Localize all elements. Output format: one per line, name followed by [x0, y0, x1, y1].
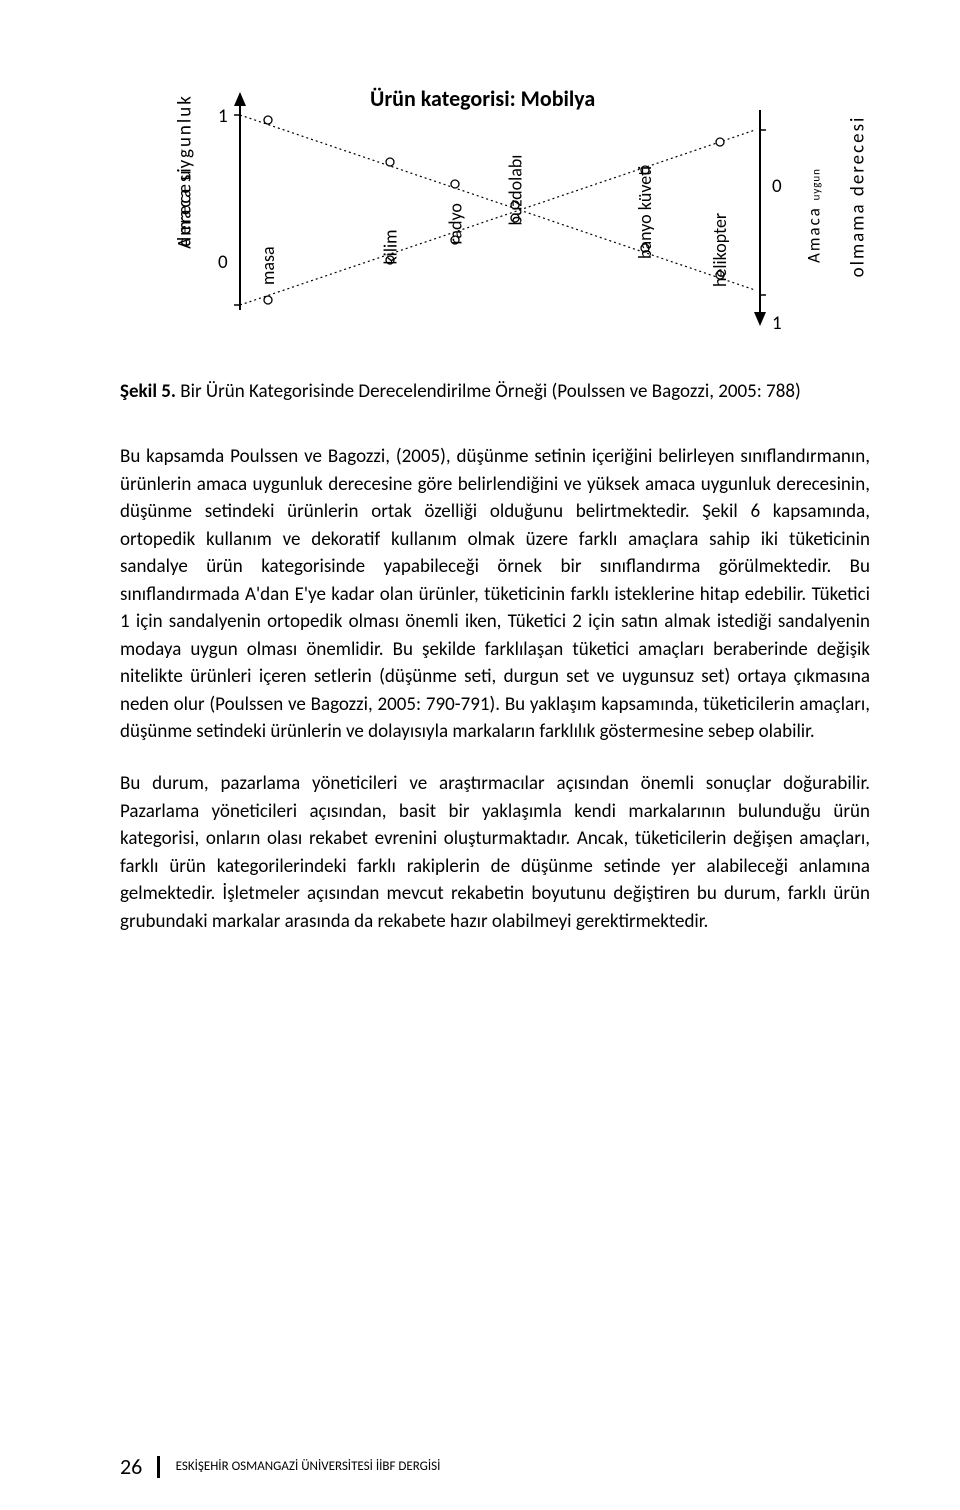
- item-label-helikopter: helikopter: [709, 185, 731, 287]
- right-tick-top-label: 0: [772, 175, 782, 198]
- left-tick-top-label: 1: [218, 105, 228, 128]
- page-container: Ürün kategorisi: Mobilya 1 0 0 1 Amaca u…: [0, 0, 960, 1510]
- figure-caption: Şekil 5. Bir Ürün Kategorisinde Derecele…: [120, 380, 870, 403]
- paragraph-1: Bu kapsamda Poulssen ve Bagozzi, (2005),…: [120, 443, 870, 746]
- chart-title: Ürün kategorisi: Mobilya: [370, 85, 595, 112]
- right-axis-label-2: olmama derecesi: [847, 107, 870, 287]
- item-label-kilim: kilim: [379, 208, 401, 265]
- caption-text: Bir Ürün Kategorisinde Derecelendirilme …: [176, 380, 801, 403]
- right-tick-bottom-label: 1: [772, 312, 782, 335]
- marker-fit-1: [386, 158, 394, 166]
- footer-separator: [157, 1456, 160, 1478]
- line-fit: [240, 115, 755, 290]
- marker-unfit-0: [264, 296, 272, 304]
- page-number: 26: [120, 1453, 142, 1480]
- right-axis-arrow: [754, 312, 766, 326]
- left-tick-bottom-label: 0: [218, 251, 228, 274]
- item-label-radyo: radyo: [444, 188, 466, 245]
- item-label-masa: masa: [257, 237, 279, 285]
- item-label-banyo küveti: banyo küveti: [634, 139, 656, 259]
- chart-container: Ürün kategorisi: Mobilya 1 0 0 1 Amaca u…: [120, 50, 870, 350]
- page-footer: 26 ESKİŞEHİR OSMANGAZİ ÜNİVERSİTESİ İİBF…: [120, 1453, 440, 1480]
- paragraph-2: Bu durum, pazarlama yöneticileri ve araş…: [120, 770, 870, 935]
- right-axis-label-small: uygun: [810, 168, 823, 200]
- line-unfit: [240, 130, 755, 305]
- left-axis-label-2: derecesi: [174, 157, 197, 257]
- item-label-buzdolabı: buzdolabı: [504, 133, 526, 226]
- caption-prefix: Şekil 5.: [120, 380, 176, 403]
- journal-name: ESKİŞEHİR OSMANGAZİ ÜNİVERSİTESİ İİBF DE…: [176, 1459, 441, 1474]
- marker-unfit-5: [716, 138, 724, 146]
- left-axis-arrow: [234, 92, 246, 106]
- marker-fit-0: [264, 116, 272, 124]
- right-axis-label-1: Amaca uygun: [804, 156, 825, 276]
